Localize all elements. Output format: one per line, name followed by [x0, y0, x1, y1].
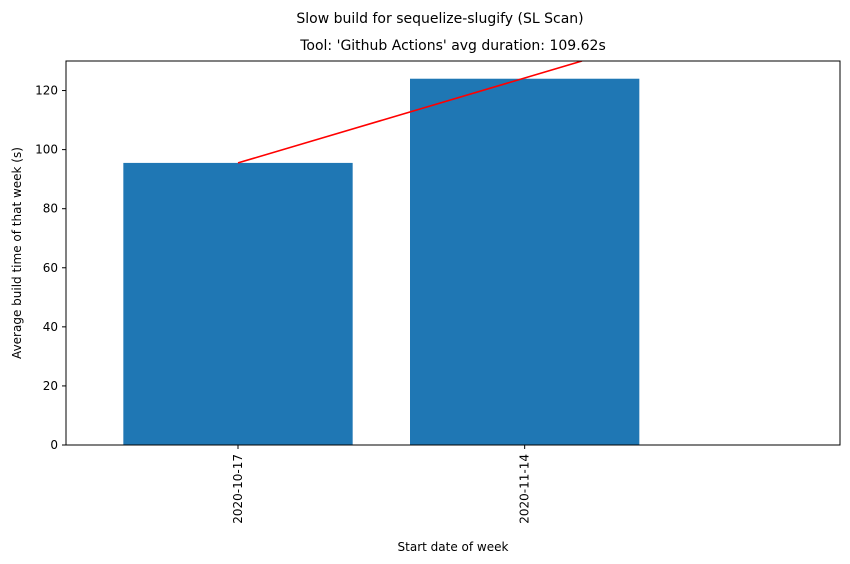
x-axis-label: Start date of week: [398, 540, 509, 554]
plot-frame: [65, 60, 841, 446]
chart-title: Slow build for sequelize-slugify (SL Sca…: [296, 11, 583, 27]
y-tick-label-120: 120: [35, 84, 58, 98]
y-tick-label-60: 60: [43, 261, 58, 275]
y-axis-label: Average build time of that week (s): [10, 147, 24, 359]
trend-line: [237, 61, 583, 164]
x-tick-label-2020-10-17: 2020-10-17: [231, 454, 245, 524]
plot-area: 0 20 40 60 80 100 120 2020-10-17 2020-11-14: [35, 60, 841, 524]
y-tick-label-0: 0: [50, 438, 58, 452]
chart-subtitle: Tool: 'Github Actions' avg duration: 109…: [299, 38, 606, 54]
y-tick-label-100: 100: [35, 143, 58, 157]
bar-2020-10-17: [123, 162, 353, 445]
y-tick-label-20: 20: [43, 379, 58, 393]
y-tick-label-80: 80: [43, 202, 58, 216]
bar-2020-11-14: [410, 78, 640, 445]
x-tick-label-2020-11-14: 2020-11-14: [518, 454, 532, 524]
y-tick-label-40: 40: [43, 320, 58, 334]
